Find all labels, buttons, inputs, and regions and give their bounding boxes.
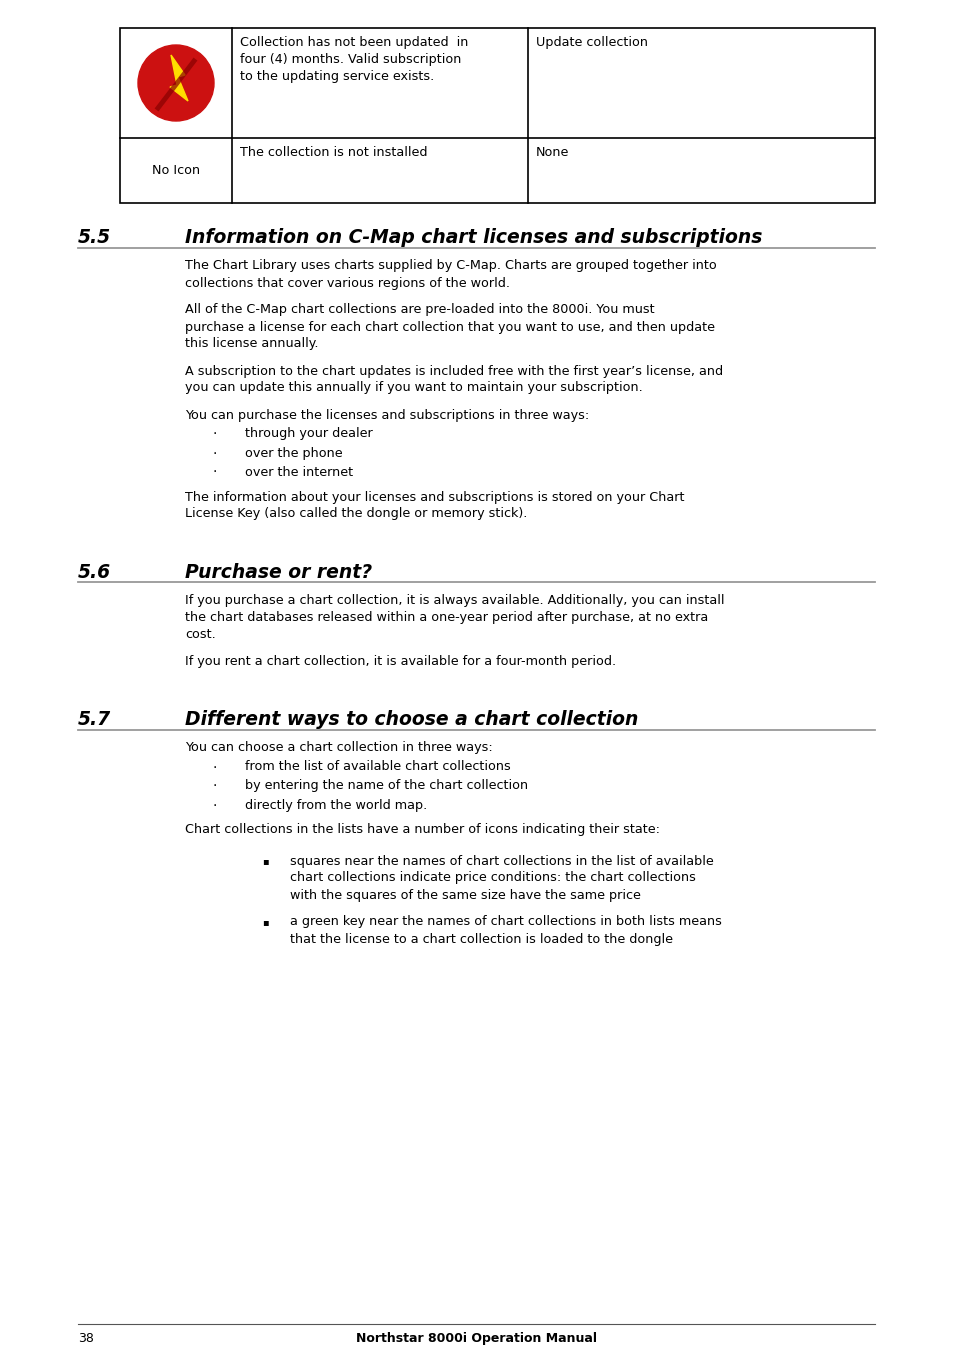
Bar xyxy=(120,29,874,203)
Text: A subscription to the chart updates is included free with the first year’s licen: A subscription to the chart updates is i… xyxy=(185,365,722,377)
Text: Chart collections in the lists have a number of icons indicating their state:: Chart collections in the lists have a nu… xyxy=(185,824,659,836)
Text: collections that cover various regions of the world.: collections that cover various regions o… xyxy=(185,276,510,290)
Text: 5.7: 5.7 xyxy=(78,710,111,729)
Text: cost.: cost. xyxy=(185,628,215,642)
Text: The information about your licenses and subscriptions is stored on your Chart: The information about your licenses and … xyxy=(185,490,684,504)
Text: The collection is not installed: The collection is not installed xyxy=(240,146,427,159)
Text: ·: · xyxy=(213,779,217,794)
Text: 38: 38 xyxy=(78,1332,93,1346)
Text: 5.6: 5.6 xyxy=(78,563,111,582)
Text: squares near the names of chart collections in the list of available: squares near the names of chart collecti… xyxy=(290,854,713,868)
Text: Purchase or rent?: Purchase or rent? xyxy=(185,563,372,582)
Text: from the list of available chart collections: from the list of available chart collect… xyxy=(245,760,510,774)
Text: ▪: ▪ xyxy=(261,857,268,866)
Text: ·: · xyxy=(213,760,217,775)
Text: over the phone: over the phone xyxy=(245,447,342,459)
Text: through your dealer: through your dealer xyxy=(245,428,373,440)
Text: this license annually.: this license annually. xyxy=(185,338,318,350)
Text: that the license to a chart collection is loaded to the dongle: that the license to a chart collection i… xyxy=(290,933,672,945)
Text: All of the C-Map chart collections are pre-loaded into the 8000i. You must: All of the C-Map chart collections are p… xyxy=(185,304,654,316)
Text: a green key near the names of chart collections in both lists means: a green key near the names of chart coll… xyxy=(290,915,721,929)
Text: Different ways to choose a chart collection: Different ways to choose a chart collect… xyxy=(185,710,638,729)
Text: over the internet: over the internet xyxy=(245,466,353,478)
Text: Information on C-Map chart licenses and subscriptions: Information on C-Map chart licenses and … xyxy=(185,227,761,247)
Text: Update collection: Update collection xyxy=(536,35,647,49)
Text: ·: · xyxy=(213,428,217,441)
Text: the chart databases released within a one-year period after purchase, at no extr: the chart databases released within a on… xyxy=(185,612,707,624)
Text: License Key (also called the dongle or memory stick).: License Key (also called the dongle or m… xyxy=(185,508,527,520)
Text: If you purchase a chart collection, it is always available. Additionally, you ca: If you purchase a chart collection, it i… xyxy=(185,594,723,607)
Text: Collection has not been updated  in
four (4) months. Valid subscription
to the u: Collection has not been updated in four … xyxy=(240,35,468,83)
Text: you can update this annually if you want to maintain your subscription.: you can update this annually if you want… xyxy=(185,381,642,395)
Text: ·: · xyxy=(213,447,217,460)
Text: with the squares of the same size have the same price: with the squares of the same size have t… xyxy=(290,888,640,902)
Text: You can choose a chart collection in three ways:: You can choose a chart collection in thr… xyxy=(185,741,493,755)
Text: by entering the name of the chart collection: by entering the name of the chart collec… xyxy=(245,779,528,793)
Text: ▪: ▪ xyxy=(261,918,268,928)
Text: ·: · xyxy=(213,798,217,813)
Text: The Chart Library uses charts supplied by C-Map. Charts are grouped together int: The Chart Library uses charts supplied b… xyxy=(185,260,716,272)
Text: You can purchase the licenses and subscriptions in three ways:: You can purchase the licenses and subscr… xyxy=(185,409,589,421)
Text: If you rent a chart collection, it is available for a four-month period.: If you rent a chart collection, it is av… xyxy=(185,655,616,667)
Text: purchase a license for each chart collection that you want to use, and then upda: purchase a license for each chart collec… xyxy=(185,320,714,334)
Text: chart collections indicate price conditions: the chart collections: chart collections indicate price conditi… xyxy=(290,872,695,884)
Text: ·: · xyxy=(213,466,217,479)
Circle shape xyxy=(138,45,213,121)
Polygon shape xyxy=(170,54,188,101)
Text: Northstar 8000i Operation Manual: Northstar 8000i Operation Manual xyxy=(356,1332,597,1346)
Text: 5.5: 5.5 xyxy=(78,227,111,247)
Text: No Icon: No Icon xyxy=(152,163,200,177)
Text: directly from the world map.: directly from the world map. xyxy=(245,798,427,812)
Text: None: None xyxy=(536,146,569,159)
